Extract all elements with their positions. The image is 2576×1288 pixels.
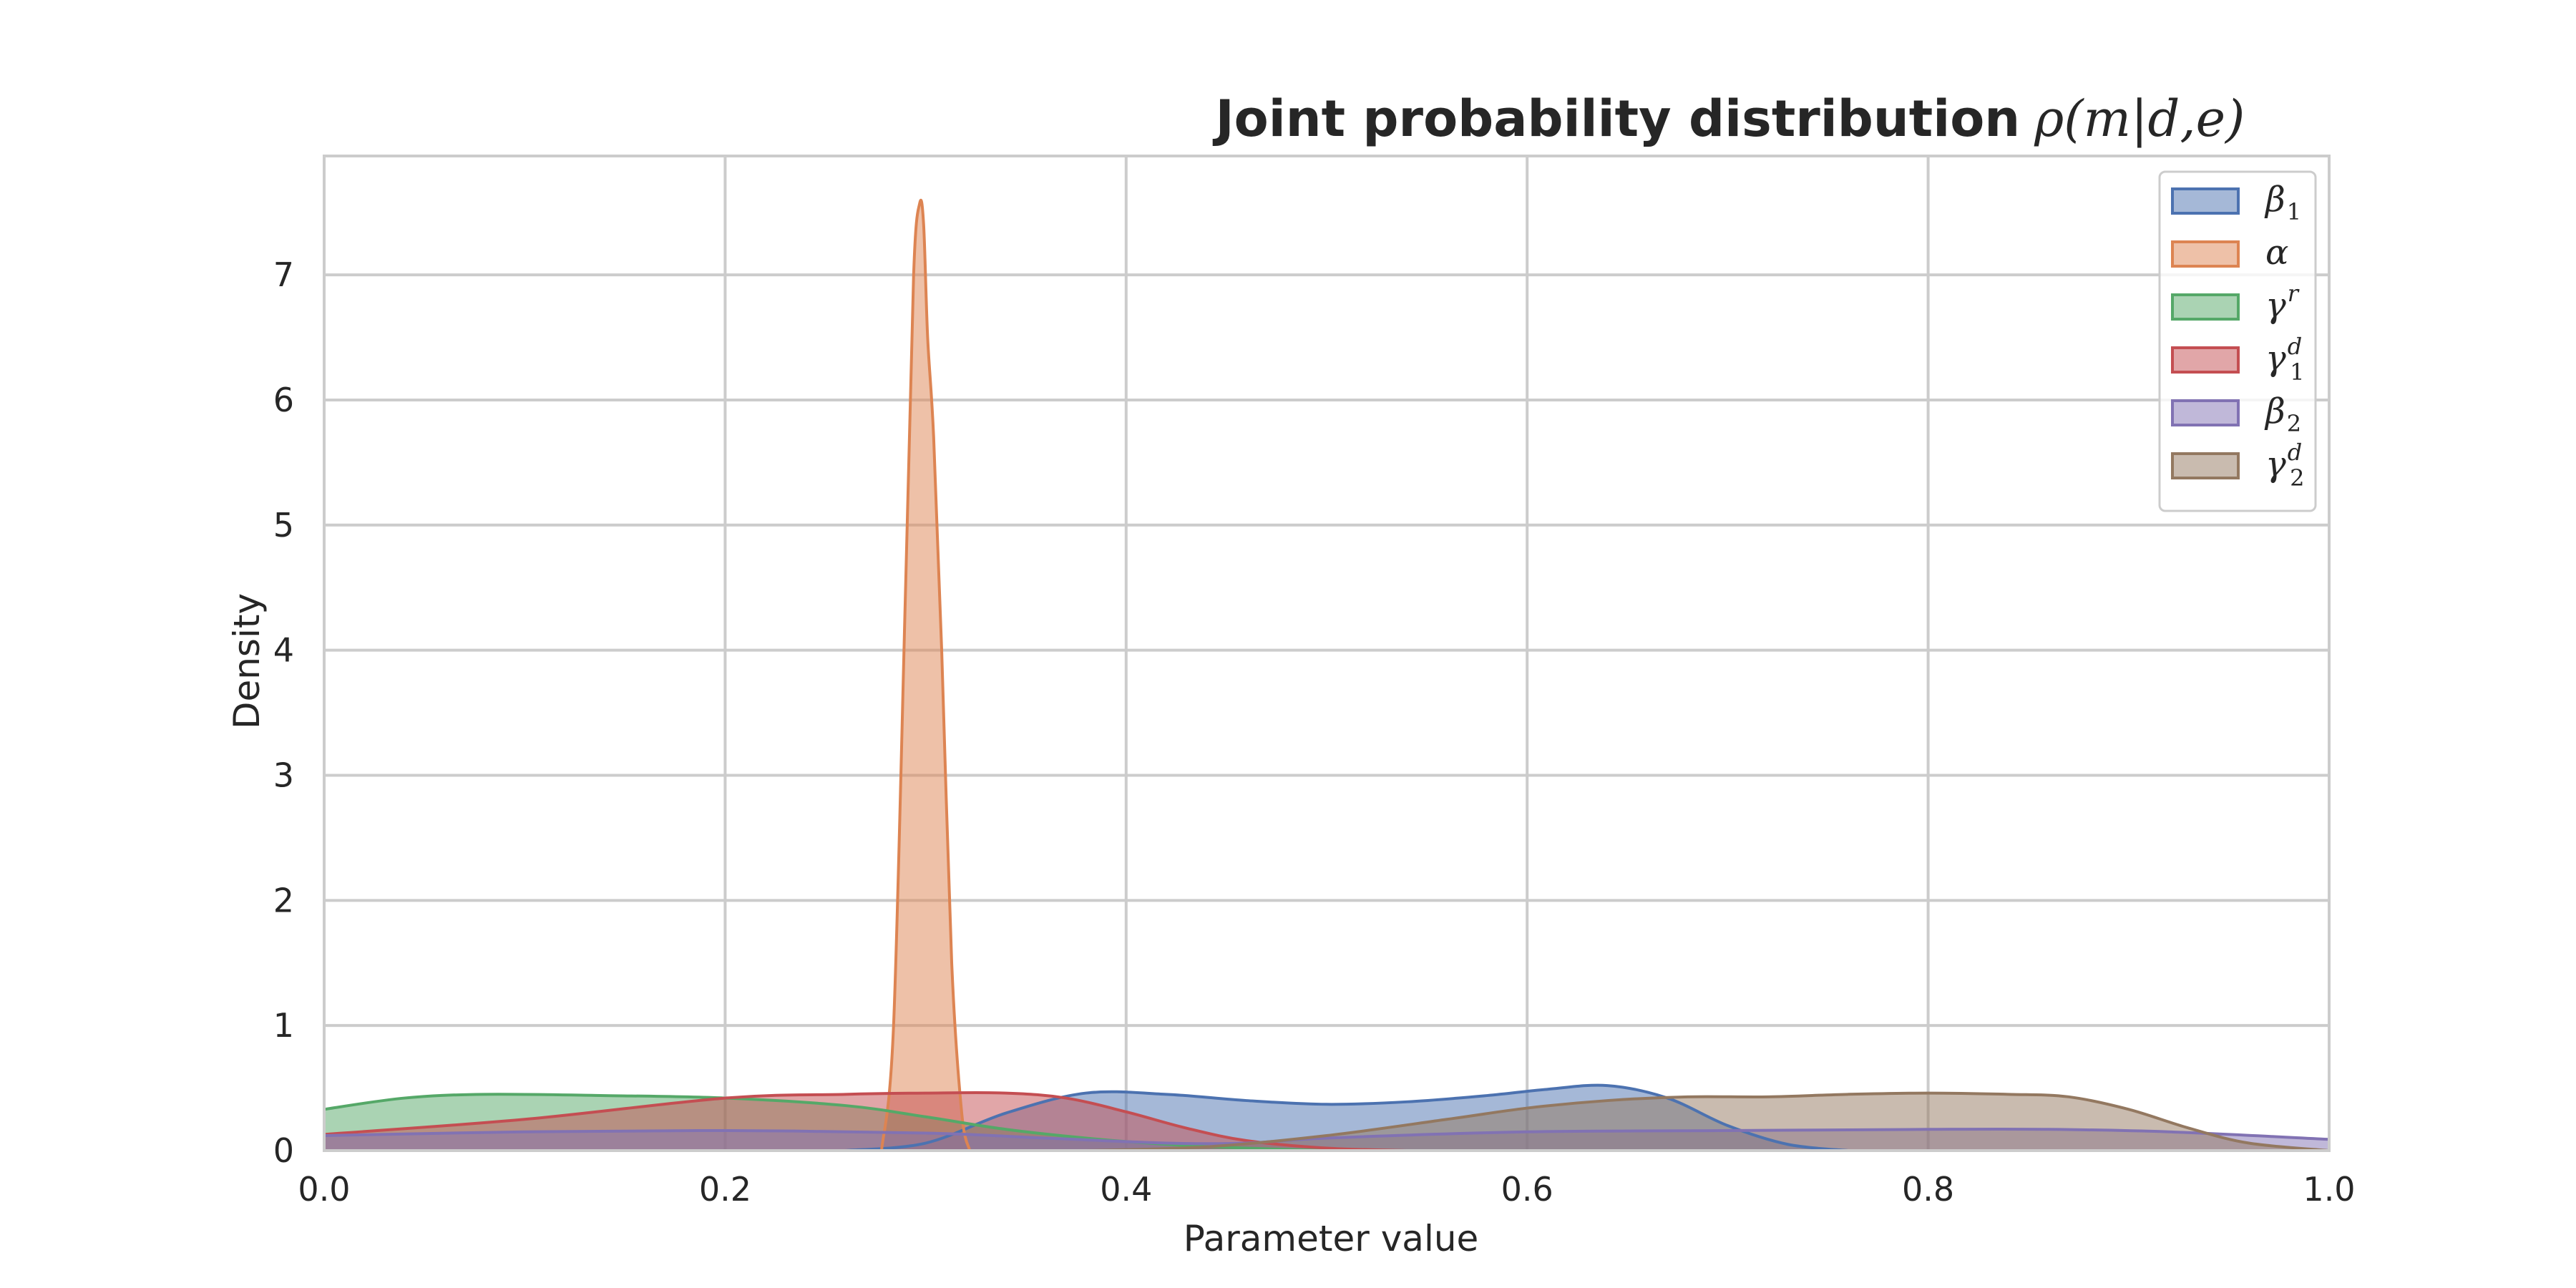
y-tick-label: 3 — [273, 756, 294, 794]
y-tick-label: 4 — [273, 631, 294, 670]
x-tick-label: 0.4 — [1100, 1170, 1152, 1209]
legend-swatch — [2171, 187, 2240, 215]
legend-swatch — [2171, 346, 2240, 374]
legend-swatch — [2171, 399, 2240, 426]
legend-subscript: 1 — [2290, 358, 2304, 386]
grid — [323, 156, 2331, 1152]
legend-superscript: d — [2288, 439, 2302, 466]
density-line-4 — [323, 1091, 1407, 1152]
legend-label: β1 — [2264, 180, 2301, 225]
legend-swatch — [2171, 240, 2240, 268]
density-lines — [323, 198, 2330, 1152]
y-axis-label: Density — [226, 593, 268, 729]
legend-symbol: α — [2265, 233, 2288, 273]
legend-symbol: γ — [2265, 338, 2286, 379]
legend-label: γd 2 — [2265, 439, 2305, 492]
y-tick-label: 0 — [273, 1131, 294, 1170]
legend-symbol: β — [2264, 180, 2285, 220]
chart-title-math: ρ(m|d,e) — [2034, 89, 2245, 148]
y-tick-label: 1 — [273, 1006, 294, 1045]
legend-subscript: 2 — [2287, 410, 2301, 437]
x-axis-label: Parameter value — [1184, 1218, 1479, 1259]
tick-labels: 0.0 0.2 0.4 0.6 0.8 1.0 0 1 2 3 4 5 6 7 — [273, 255, 2356, 1209]
y-tick-label: 5 — [273, 506, 294, 545]
legend-swatch — [2171, 293, 2240, 321]
legend-label: γd 1 — [2265, 333, 2305, 386]
y-tick-label: 7 — [273, 255, 294, 294]
legend-label: β2 — [2264, 391, 2301, 437]
x-tick-label: 0.8 — [1902, 1170, 1954, 1209]
chart-title: Joint probability distribution ρ(m|d,e) — [1213, 89, 2245, 148]
density-areas — [324, 200, 2329, 1151]
legend-symbol: γ — [2265, 444, 2286, 484]
legend-superscript: d — [2288, 333, 2302, 360]
legend-symbol: β — [2264, 391, 2285, 431]
x-tick-label: 0.2 — [699, 1170, 751, 1209]
legend-superscript: r — [2288, 280, 2300, 307]
legend-symbol: γ — [2265, 286, 2286, 326]
x-tick-label: 0.6 — [1501, 1170, 1553, 1209]
legend-subscript: 2 — [2290, 464, 2304, 492]
legend-label: γr — [2265, 280, 2300, 326]
chart-title-text: Joint probability distribution — [1213, 89, 2020, 148]
x-tick-label: 0.0 — [298, 1170, 350, 1209]
x-tick-label: 1.0 — [2303, 1170, 2355, 1209]
density-line-1 — [845, 1083, 1848, 1152]
y-tick-label: 2 — [273, 881, 294, 919]
density-area-2 — [881, 200, 970, 1151]
density-line-2 — [879, 198, 972, 1151]
density-line-6 — [1085, 1091, 2330, 1152]
plot-frame — [323, 155, 2331, 1152]
legend-label: α — [2265, 233, 2288, 273]
legend-swatch — [2171, 452, 2240, 479]
legend-subscript: 1 — [2287, 198, 2301, 225]
y-tick-label: 6 — [273, 381, 294, 419]
